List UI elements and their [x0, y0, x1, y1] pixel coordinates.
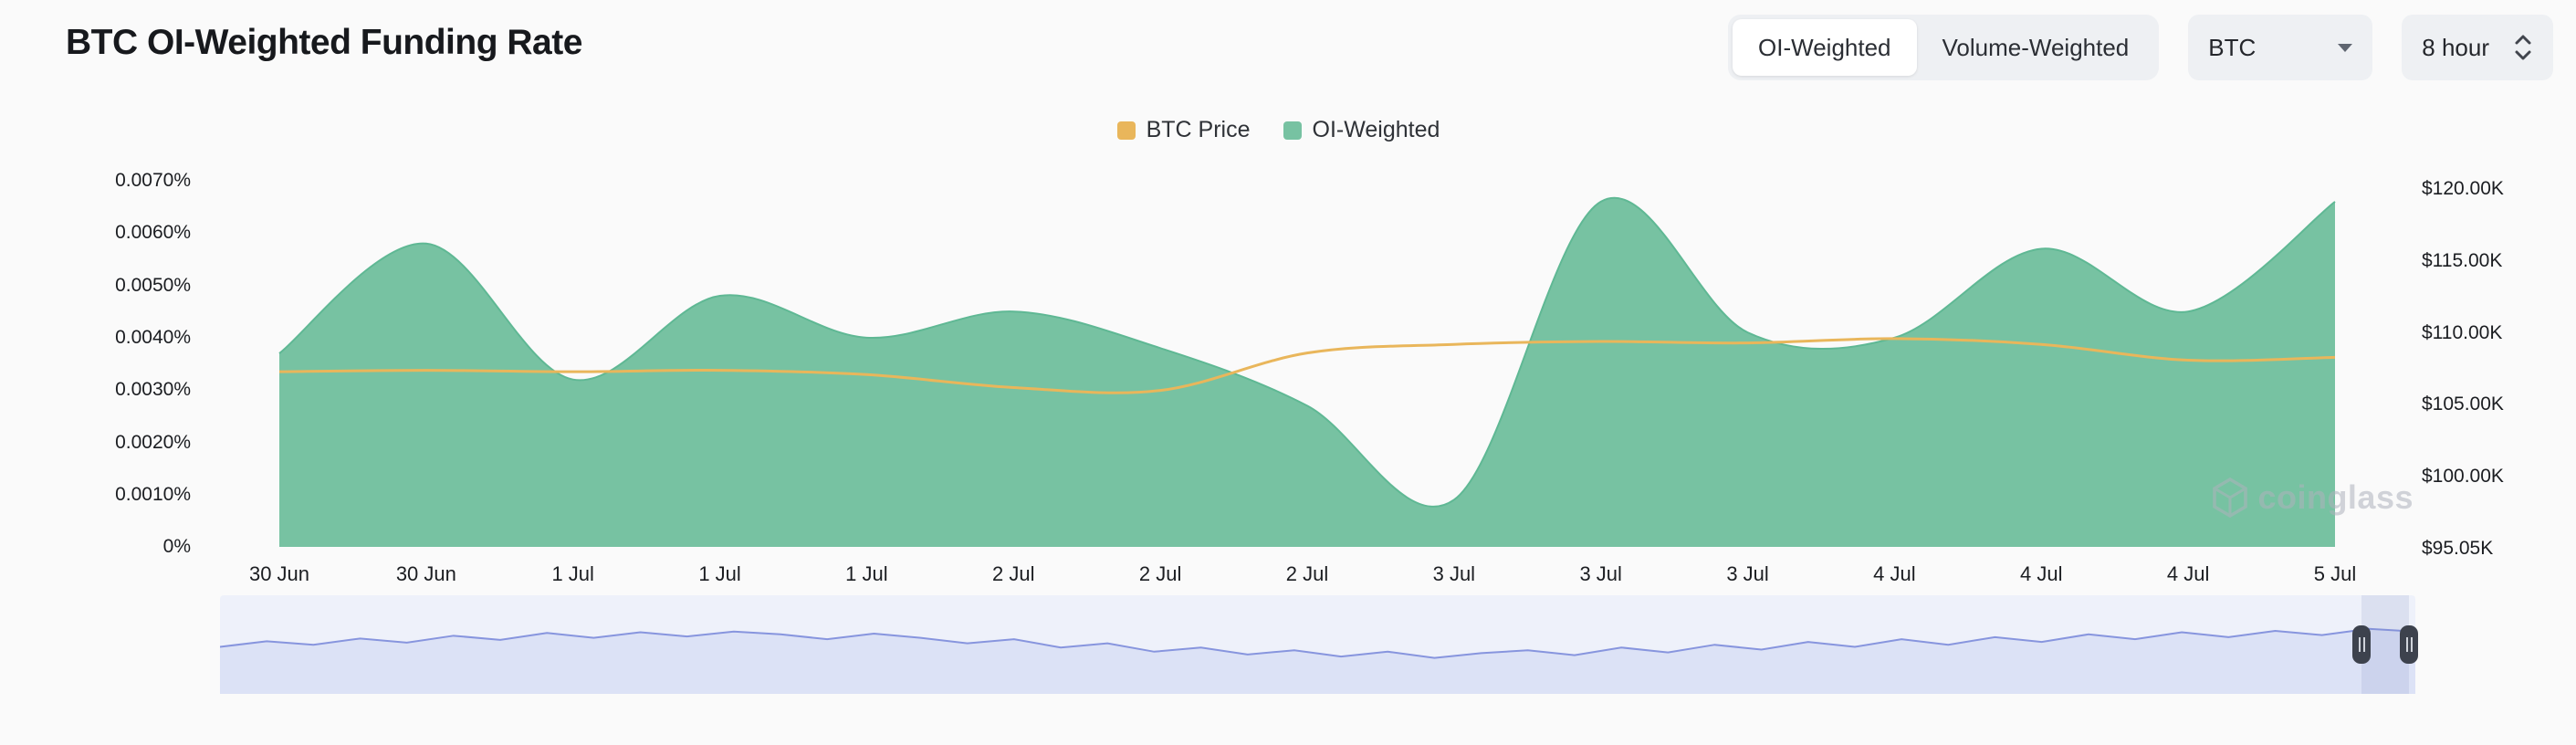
navigator-chart: [220, 627, 2415, 694]
chart-legend: BTC Price OI-Weighted: [220, 117, 2337, 143]
navigator[interactable]: [220, 595, 2418, 694]
left-axis-tick: 0.0050%: [115, 274, 191, 296]
interval-select-value: 8 hour: [2422, 33, 2489, 61]
funding-area-edge: [278, 197, 2336, 508]
navigator-line: [220, 627, 2415, 659]
left-axis-tick: 0.0030%: [115, 379, 191, 401]
left-axis-tick: 0%: [162, 536, 191, 558]
x-axis-tick: 4 Jul: [2020, 562, 2063, 585]
left-axis: 0.0070% 0.0060% 0.0050% 0.0040% 0.0030% 0.002…: [0, 169, 191, 557]
toggle-option-volume-weighted[interactable]: Volume-Weighted: [1917, 19, 2155, 76]
funding-area: [279, 197, 2335, 547]
x-axis-tick: 3 Jul: [1579, 562, 1622, 585]
right-axis-tick: $110.00K: [2422, 321, 2503, 343]
right-axis-tick: $95.05K: [2422, 538, 2494, 559]
right-axis-tick: $105.00K: [2422, 393, 2504, 415]
x-axis-tick: 1 Jul: [551, 562, 594, 585]
right-axis-tick: $120.00K: [2422, 178, 2504, 199]
x-axis-tick: 5 Jul: [2313, 562, 2357, 585]
right-axis: $120.00K $115.00K $110.00K $105.00K $100.00K…: [2422, 169, 2576, 571]
x-axis-tick: 3 Jul: [1432, 562, 1476, 585]
x-axis-tick: 1 Jul: [845, 562, 888, 585]
x-axis-tick: 2 Jul: [992, 562, 1035, 585]
x-axis-tick: 30 Jun: [395, 562, 456, 585]
legend-swatch-oi-weighted: [1283, 121, 1302, 140]
legend-item-oi-weighted[interactable]: OI-Weighted: [1283, 117, 1440, 143]
left-axis-tick: 0.0040%: [115, 326, 191, 348]
legend-swatch-btc-price: [1116, 121, 1136, 140]
x-axis-tick: 2 Jul: [1285, 562, 1329, 585]
left-axis-tick: 0.0020%: [115, 431, 191, 453]
symbol-select-value: BTC: [2208, 33, 2257, 61]
x-axis-tick: 2 Jul: [1138, 562, 1182, 585]
navigator-handle-left[interactable]: [2352, 625, 2371, 664]
btc-price-line: [278, 337, 2336, 394]
right-axis-tick: $100.00K: [2422, 466, 2504, 488]
navigator-area: [220, 628, 2415, 694]
page-title: BTC OI-Weighted Funding Rate: [66, 23, 582, 62]
x-axis: 30 Jun 30 Jun 1 Jul 1 Jul 1 Jul 2 Jul 2 Jul 2 J…: [220, 562, 2356, 590]
interval-select[interactable]: 8 hour: [2402, 15, 2553, 80]
legend-item-btc-price[interactable]: BTC Price: [1116, 117, 1251, 143]
legend-label-oi-weighted: OI-Weighted: [1312, 117, 1440, 142]
left-axis-tick: 0.0010%: [115, 483, 191, 505]
x-axis-tick: 3 Jul: [1726, 562, 1769, 585]
caret-down-icon: [2338, 43, 2353, 52]
legend-label-btc-price: BTC Price: [1146, 117, 1251, 142]
weight-toggle: OI-Weighted Volume-Weighted: [1728, 15, 2160, 80]
left-axis-tick: 0.0060%: [115, 222, 191, 244]
x-axis-tick: 4 Jul: [1873, 562, 1916, 585]
header-controls: OI-Weighted Volume-Weighted BTC 8 hour: [1728, 15, 2553, 80]
symbol-select[interactable]: BTC: [2188, 15, 2373, 80]
main-chart[interactable]: [220, 169, 2337, 547]
x-axis-tick: 30 Jun: [248, 562, 310, 585]
toggle-option-oi-weighted[interactable]: OI-Weighted: [1733, 19, 1917, 76]
left-axis-tick: 0.0070%: [115, 170, 191, 191]
x-axis-tick: 4 Jul: [2166, 562, 2210, 585]
right-axis-tick: $115.00K: [2422, 249, 2503, 271]
x-axis-tick: 1 Jul: [698, 562, 741, 585]
navigator-handle-right[interactable]: [2400, 625, 2418, 664]
up-down-spinner-icon: [2515, 35, 2531, 60]
